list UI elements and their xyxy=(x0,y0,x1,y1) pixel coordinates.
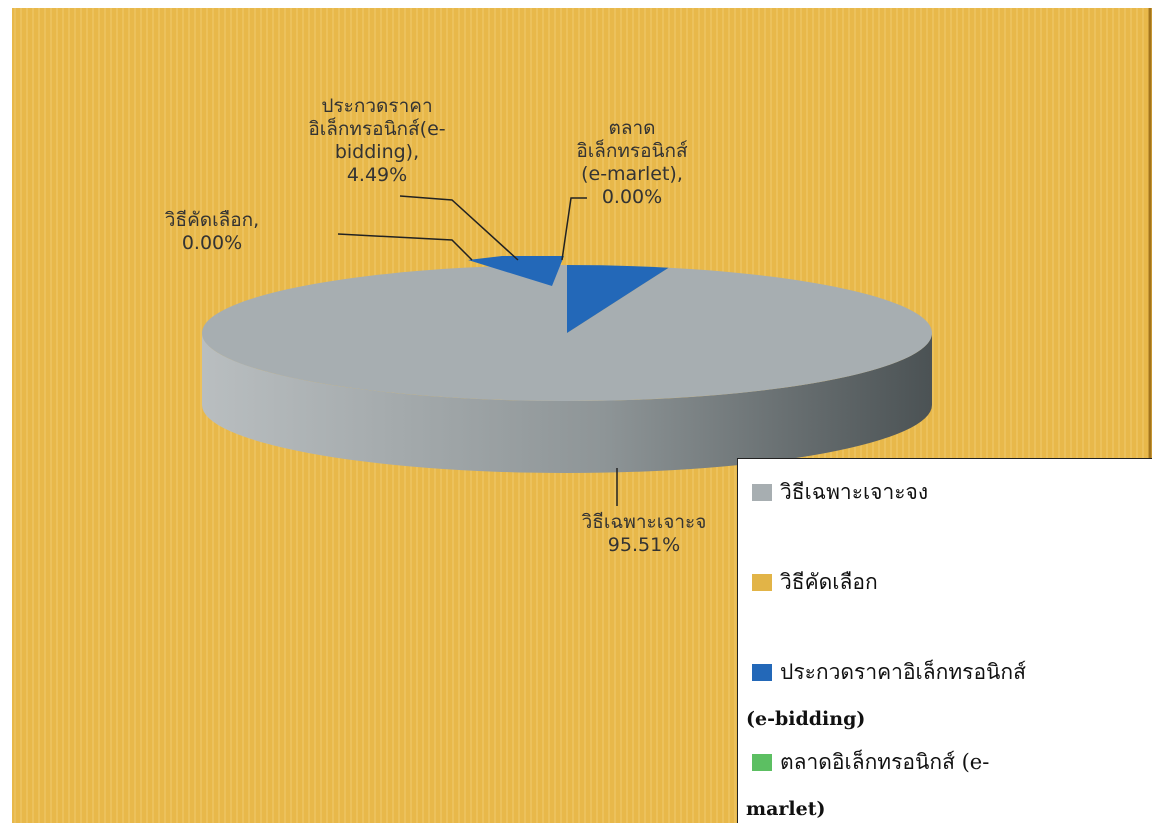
legend-swatch xyxy=(752,664,772,681)
callout-emarket-line: 0.00% xyxy=(602,186,662,208)
legend-item-selection: วิธีคัดเลือก xyxy=(752,569,878,596)
callout-emarket: ตลาดอิเล็กทรอนิกส์(e-marlet), 0.00% xyxy=(576,117,688,208)
callout-emarket-line: อิเล็กทรอนิกส์ xyxy=(576,138,688,162)
callout-specific-line: 95.51% xyxy=(608,534,680,556)
leader-line-ebidding xyxy=(399,195,519,261)
callout-selection-line: 0.00% xyxy=(182,232,242,254)
legend-label-continued: marlet) xyxy=(746,798,826,820)
legend-label-continued: (e-bidding) xyxy=(746,708,866,730)
legend-item-ebidding: ประกวดราคาอิเล็กทรอนิกส์ (e-bidding) xyxy=(746,659,1026,733)
chart-area: ประกวดราคาอิเล็กทรอนิกส์(e-bidding), 4.49… xyxy=(12,8,1152,823)
legend-swatch xyxy=(752,754,772,771)
pie-side-wall xyxy=(202,333,932,473)
callout-ebidding-line: 4.49% xyxy=(347,164,407,186)
legend-swatch xyxy=(752,574,772,591)
callout-selection-line: วิธีคัดเลือก, xyxy=(164,209,259,231)
legend-swatch xyxy=(752,484,772,501)
legend-label: วิธีเฉพาะเจาะจง xyxy=(780,480,929,504)
legend: วิธีเฉพาะเจาะจง วิธีคัดเลือก ประกวดราคาอ… xyxy=(737,458,1152,823)
callout-specific: วิธีเฉพาะเจาะจ 95.51% xyxy=(581,511,706,556)
callout-ebidding-line: bidding), xyxy=(335,141,419,163)
callout-emarket-line: ตลาด xyxy=(609,117,656,139)
callout-ebidding-line: อิเล็กทรอนิกส์(e- xyxy=(308,116,445,140)
legend-item-specific: วิธีเฉพาะเจาะจง xyxy=(752,479,928,506)
callout-specific-line: วิธีเฉพาะเจาะจ xyxy=(581,511,706,533)
legend-label: วิธีคัดเลือก xyxy=(780,570,878,594)
pie-slice-0 xyxy=(202,265,933,402)
callout-emarket-line: (e-marlet), xyxy=(581,163,683,185)
callout-ebidding-line: ประกวดราคา xyxy=(321,95,432,117)
legend-label: ตลาดอิเล็กทรอนิกส์ (e- xyxy=(780,750,990,774)
leader-line-emarket xyxy=(561,197,587,261)
legend-label: ประกวดราคาอิเล็กทรอนิกส์ xyxy=(780,660,1026,684)
pie-slice-2 xyxy=(567,265,669,333)
pie-slice-exploded-edge xyxy=(468,256,564,286)
callout-ebidding: ประกวดราคาอิเล็กทรอนิกส์(e-bidding), 4.49… xyxy=(308,95,445,186)
leader-line-selection xyxy=(337,233,473,261)
callout-selection: วิธีคัดเลือก, 0.00% xyxy=(164,209,259,254)
legend-item-emarket: ตลาดอิเล็กทรอนิกส์ (e- marlet) xyxy=(746,749,990,823)
